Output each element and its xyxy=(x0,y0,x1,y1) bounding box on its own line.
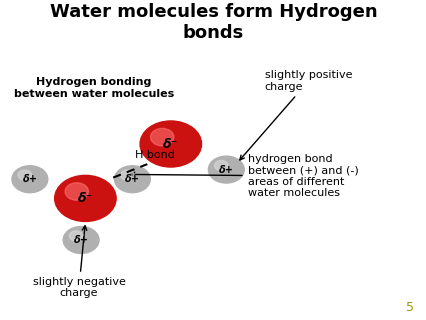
Text: δ⁻: δ⁻ xyxy=(163,138,178,150)
Text: δ+: δ+ xyxy=(74,235,88,245)
Text: δ+: δ+ xyxy=(219,164,233,175)
Circle shape xyxy=(18,170,32,180)
Circle shape xyxy=(65,183,88,200)
Circle shape xyxy=(140,121,201,167)
Circle shape xyxy=(69,231,83,241)
Text: 5: 5 xyxy=(405,300,413,314)
Text: H bond: H bond xyxy=(134,150,174,160)
Text: δ+: δ+ xyxy=(23,174,37,184)
Circle shape xyxy=(150,128,173,146)
Circle shape xyxy=(114,166,150,193)
Circle shape xyxy=(208,156,244,183)
Text: slightly negative
charge: slightly negative charge xyxy=(32,226,125,298)
Circle shape xyxy=(214,160,227,171)
Text: Water molecules form Hydrogen
bonds: Water molecules form Hydrogen bonds xyxy=(49,3,377,42)
Circle shape xyxy=(55,175,116,221)
Text: hydrogen bond
between (+) and (-)
areas of different
water molecules: hydrogen bond between (+) and (-) areas … xyxy=(130,154,357,198)
Text: slightly positive
charge: slightly positive charge xyxy=(239,70,351,160)
Circle shape xyxy=(120,170,134,180)
Text: δ⁻: δ⁻ xyxy=(78,192,93,205)
Text: δ+: δ+ xyxy=(125,174,139,184)
Text: Hydrogen bonding
between water molecules: Hydrogen bonding between water molecules xyxy=(14,77,174,99)
Circle shape xyxy=(63,227,99,253)
Circle shape xyxy=(12,166,48,193)
